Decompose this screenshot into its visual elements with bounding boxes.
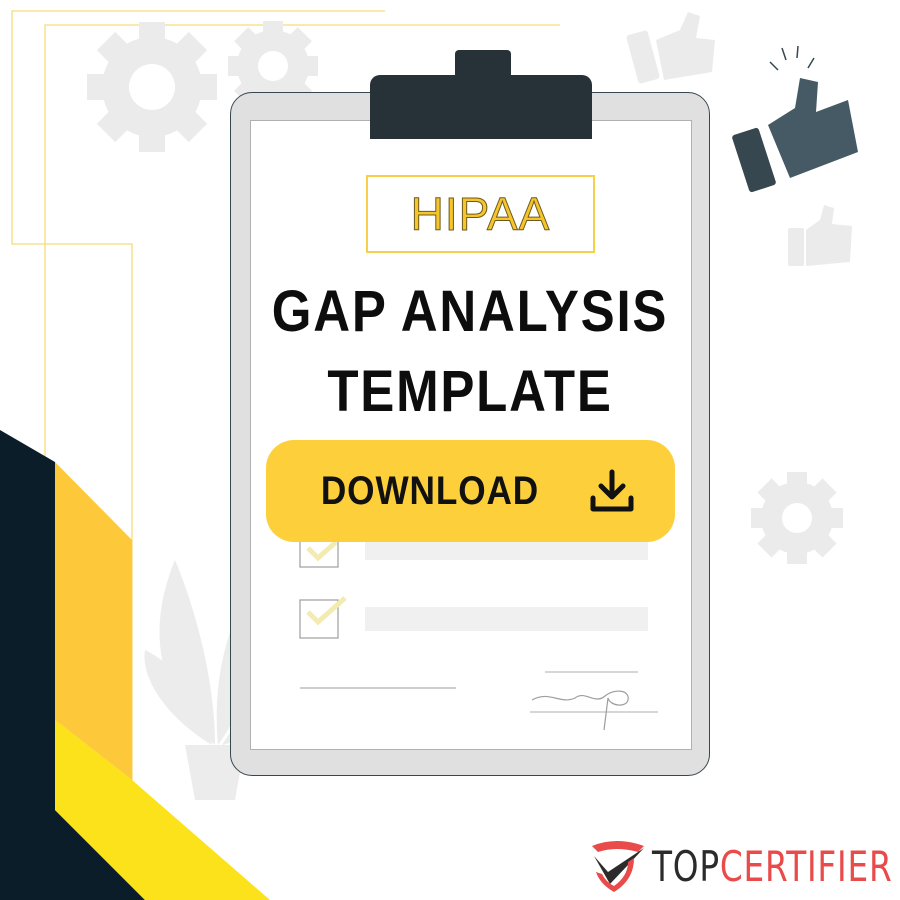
gear-icon xyxy=(87,22,217,152)
thumbs-up-icon xyxy=(788,205,852,266)
shield-check-icon xyxy=(592,841,644,892)
download-icon xyxy=(590,469,634,512)
gear-icon xyxy=(228,21,318,111)
logo-text-certifier: CERTIFIER xyxy=(719,841,893,891)
signature xyxy=(531,690,629,731)
download-button[interactable]: DOWNLOAD xyxy=(266,440,675,542)
logo-text: TOPCERTIFIER xyxy=(652,842,893,891)
placeholder-line xyxy=(365,542,648,560)
yellow-band-bright xyxy=(55,720,270,900)
thumbs-up-icon xyxy=(732,45,858,193)
page-title-line2: TEMPLATE xyxy=(327,359,613,424)
clipboard-paper xyxy=(250,120,692,750)
thumbs-up-icon xyxy=(626,12,715,84)
gear-icon xyxy=(751,472,843,564)
check-icon xyxy=(306,540,347,626)
topcertifier-logo: TOPCERTIFIER xyxy=(588,838,900,894)
yellow-band xyxy=(55,462,132,780)
clipboard-clip xyxy=(370,75,592,139)
download-label: DOWNLOAD xyxy=(320,468,539,513)
page-title-line1: GAP ANALYSIS xyxy=(271,279,669,344)
placeholder-line xyxy=(365,607,648,631)
logo-text-top: TOP xyxy=(652,841,720,891)
hipaa-badge: HIPAA xyxy=(366,175,595,253)
navy-shape xyxy=(0,430,145,900)
